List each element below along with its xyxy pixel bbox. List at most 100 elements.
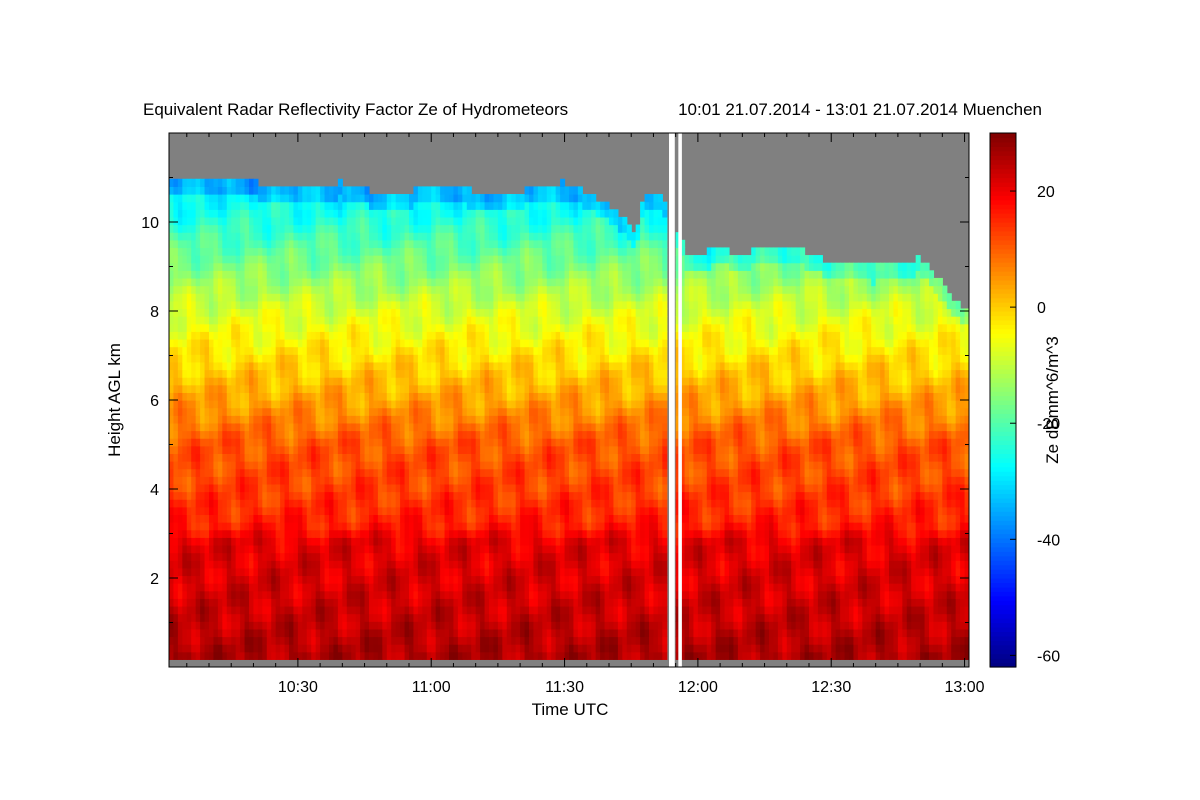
heatmap-cell [342, 201, 348, 210]
heatmap-cell [297, 644, 303, 653]
heatmap-cell [373, 194, 379, 203]
heatmap-cell [191, 590, 197, 599]
heatmap-cell [457, 537, 463, 546]
heatmap-cell [462, 415, 468, 424]
heatmap-cell [426, 468, 432, 477]
heatmap-cell [515, 377, 521, 386]
heatmap-cell [422, 544, 428, 554]
heatmap-cell [311, 361, 317, 371]
heatmap-cell [213, 415, 219, 424]
heatmap-cell [426, 544, 432, 554]
heatmap-cell [355, 354, 361, 363]
heatmap-cell [240, 506, 246, 516]
heatmap-cell [231, 354, 237, 363]
heatmap-cell [297, 285, 303, 294]
heatmap-cell [435, 247, 441, 256]
heatmap-cell [235, 613, 241, 622]
heatmap-cell [311, 224, 317, 233]
heatmap-cell [497, 552, 503, 561]
heatmap-cell [484, 499, 490, 508]
heatmap-cell [257, 331, 263, 340]
heatmap-cell [480, 575, 486, 584]
heatmap-cell [373, 361, 379, 371]
heatmap-cell [400, 277, 406, 287]
heatmap-cell [369, 483, 375, 493]
heatmap-cell [213, 560, 219, 569]
heatmap-cell [431, 186, 437, 195]
heatmap-cell [280, 293, 286, 302]
heatmap-cell [484, 506, 490, 516]
heatmap-cell [204, 407, 210, 416]
heatmap-cell [520, 598, 526, 607]
heatmap-cell [195, 522, 201, 531]
heatmap-cell [346, 262, 352, 271]
heatmap-cell [364, 453, 370, 462]
heatmap-cell [440, 300, 446, 310]
heatmap-cell [493, 194, 499, 203]
heatmap-cell [373, 560, 379, 569]
heatmap-cell [333, 529, 339, 538]
heatmap-cell [351, 628, 357, 638]
heatmap-cell [191, 613, 197, 622]
heatmap-cell [502, 453, 508, 462]
heatmap-cell [386, 575, 392, 584]
heatmap-cell [195, 209, 201, 218]
heatmap-cell [235, 621, 241, 630]
heatmap-cell [435, 354, 441, 363]
heatmap-cell [489, 232, 495, 241]
heatmap-cell [235, 209, 241, 218]
heatmap-cell [209, 361, 215, 371]
heatmap-cell [373, 293, 379, 302]
heatmap-cell [471, 247, 477, 256]
heatmap-cell [324, 392, 330, 401]
heatmap-cell [413, 216, 419, 226]
heatmap-cell [417, 544, 423, 554]
heatmap-cell [337, 361, 343, 371]
heatmap-cell [231, 216, 237, 226]
heatmap-cell [226, 453, 232, 462]
heatmap-cell [351, 476, 357, 485]
heatmap-cell [320, 529, 326, 538]
heatmap-cell [449, 338, 455, 348]
heatmap-cell [226, 468, 232, 477]
heatmap-cell [311, 201, 317, 210]
heatmap-cell [280, 445, 286, 454]
heatmap-cell [253, 270, 259, 279]
heatmap-cell [346, 277, 352, 287]
heatmap-cell [377, 255, 383, 264]
heatmap-cell [302, 422, 308, 432]
heatmap-cell [395, 651, 401, 660]
heatmap-cell [413, 514, 419, 523]
heatmap-cell [249, 338, 255, 348]
heatmap-cell [271, 232, 277, 241]
heatmap-cell [342, 239, 348, 249]
heatmap-cell [337, 476, 343, 485]
heatmap-cell [324, 262, 330, 271]
heatmap-cell [320, 369, 326, 378]
heatmap-cell [200, 331, 206, 340]
heatmap-cell [364, 461, 370, 470]
heatmap-cell [186, 247, 192, 256]
heatmap-cell [431, 285, 437, 294]
heatmap-cell [444, 605, 450, 615]
heatmap-cell [502, 605, 508, 615]
heatmap-cell [484, 255, 490, 264]
heatmap-cell [289, 232, 295, 241]
heatmap-cell [453, 224, 459, 233]
heatmap-cell [453, 415, 459, 424]
heatmap-cell [297, 201, 303, 210]
heatmap-cell [475, 453, 481, 462]
heatmap-cell [182, 430, 188, 439]
heatmap-cell [262, 445, 268, 454]
heatmap-cell [515, 575, 521, 584]
heatmap-cell [257, 438, 263, 447]
heatmap-cell [240, 323, 246, 332]
heatmap-cell [271, 590, 277, 599]
heatmap-cell [204, 613, 210, 622]
heatmap-cell [186, 567, 192, 577]
heatmap-cell [480, 232, 486, 241]
heatmap-cell [271, 400, 277, 409]
heatmap-cell [369, 453, 375, 462]
heatmap-cell [400, 476, 406, 485]
heatmap-cell [329, 575, 335, 584]
